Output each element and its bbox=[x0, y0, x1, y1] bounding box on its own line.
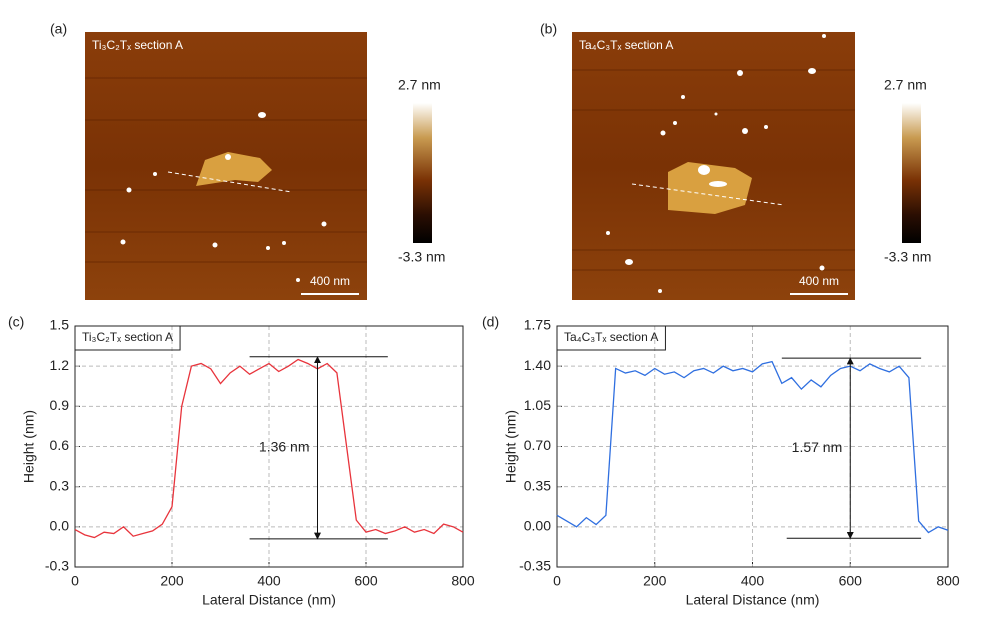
scale-bar-label: 400 nm bbox=[310, 274, 350, 288]
y-tick-label: 0.6 bbox=[50, 437, 70, 453]
colorbar bbox=[413, 103, 432, 243]
data-line bbox=[74, 358, 464, 539]
y-tick-label: 0.0 bbox=[50, 518, 70, 534]
y-tick-label: 1.2 bbox=[50, 357, 70, 373]
scale-bar-label: 400 nm bbox=[799, 274, 839, 288]
chart-label: Ti₃C₂Tₓ section A bbox=[82, 330, 173, 344]
panel-label: (a) bbox=[50, 21, 67, 37]
colorbar-min: -3.3 nm bbox=[398, 249, 445, 265]
y-tick-label: -0.35 bbox=[519, 558, 551, 574]
x-axis-label: Lateral Distance (nm) bbox=[686, 592, 820, 608]
x-tick-label: 400 bbox=[257, 573, 281, 589]
afm-panel-b: (b) Ta₄C₃Tₓ section A 400 nm 2.7 nm -3.3… bbox=[540, 21, 931, 300]
x-tick-label: 800 bbox=[451, 573, 475, 589]
height-annotation: 1.57 nm bbox=[792, 439, 843, 455]
scan-lines bbox=[85, 77, 367, 263]
label-box bbox=[74, 325, 181, 351]
x-tick-label: 200 bbox=[643, 573, 667, 589]
chart-label: Ta₄C₃Tₓ section A bbox=[564, 330, 658, 344]
scan-lines bbox=[572, 69, 855, 271]
section-line bbox=[631, 183, 785, 206]
data-line bbox=[556, 360, 949, 534]
panel-label: (d) bbox=[482, 314, 499, 330]
colorbar-min: -3.3 nm bbox=[884, 249, 931, 265]
x-tick-label: 600 bbox=[354, 573, 378, 589]
y-tick-label: 1.75 bbox=[524, 317, 551, 333]
x-tick-label: 0 bbox=[71, 573, 79, 589]
y-tick-label: 0.35 bbox=[524, 477, 551, 493]
label-box bbox=[556, 325, 666, 351]
y-tick-label: 1.5 bbox=[50, 317, 70, 333]
y-tick-label: 0.9 bbox=[50, 397, 70, 413]
y-axis-label: Height (nm) bbox=[21, 410, 37, 483]
colorbar-max: 2.7 nm bbox=[398, 77, 441, 93]
colorbar-max: 2.7 nm bbox=[884, 77, 927, 93]
y-tick-label: 0.3 bbox=[50, 477, 70, 493]
y-tick-label: -0.3 bbox=[45, 558, 69, 574]
x-tick-label: 800 bbox=[936, 573, 960, 589]
y-tick-label: 0.70 bbox=[524, 437, 551, 453]
flake bbox=[668, 162, 752, 214]
charts: (c) -0.3 0.0 0.3 0.6 0.9 1.2 1.5 0 200 400 600 800 La… bbox=[8, 314, 960, 608]
x-tick-label: 600 bbox=[839, 573, 863, 589]
height-annotation: 1.36 nm bbox=[259, 439, 310, 455]
y-tick-label: 0.00 bbox=[524, 518, 551, 534]
x-axis-label: Lateral Distance (nm) bbox=[202, 592, 336, 608]
image-label: Ta₄C₃Tₓ section A bbox=[579, 38, 673, 52]
flake bbox=[196, 152, 272, 186]
panel-label: (c) bbox=[8, 314, 24, 330]
panel-label: (b) bbox=[540, 21, 557, 37]
particles bbox=[606, 34, 826, 293]
x-tick-label: 200 bbox=[160, 573, 184, 589]
x-tick-label: 400 bbox=[741, 573, 765, 589]
colorbar bbox=[902, 103, 921, 243]
plot-frame bbox=[74, 325, 464, 568]
afm-panel-a: (a) Ti₃C₂Tₓ section A 400 nm 2.7 nm -3.3… bbox=[50, 21, 445, 300]
plot-frame bbox=[556, 325, 949, 568]
y-tick-label: 1.05 bbox=[524, 397, 551, 413]
y-axis-label: Height (nm) bbox=[503, 410, 519, 483]
image-label: Ti₃C₂Tₓ section A bbox=[92, 38, 183, 52]
y-tick-label: 1.40 bbox=[524, 357, 551, 373]
particles bbox=[120, 112, 327, 282]
x-tick-label: 0 bbox=[553, 573, 561, 589]
